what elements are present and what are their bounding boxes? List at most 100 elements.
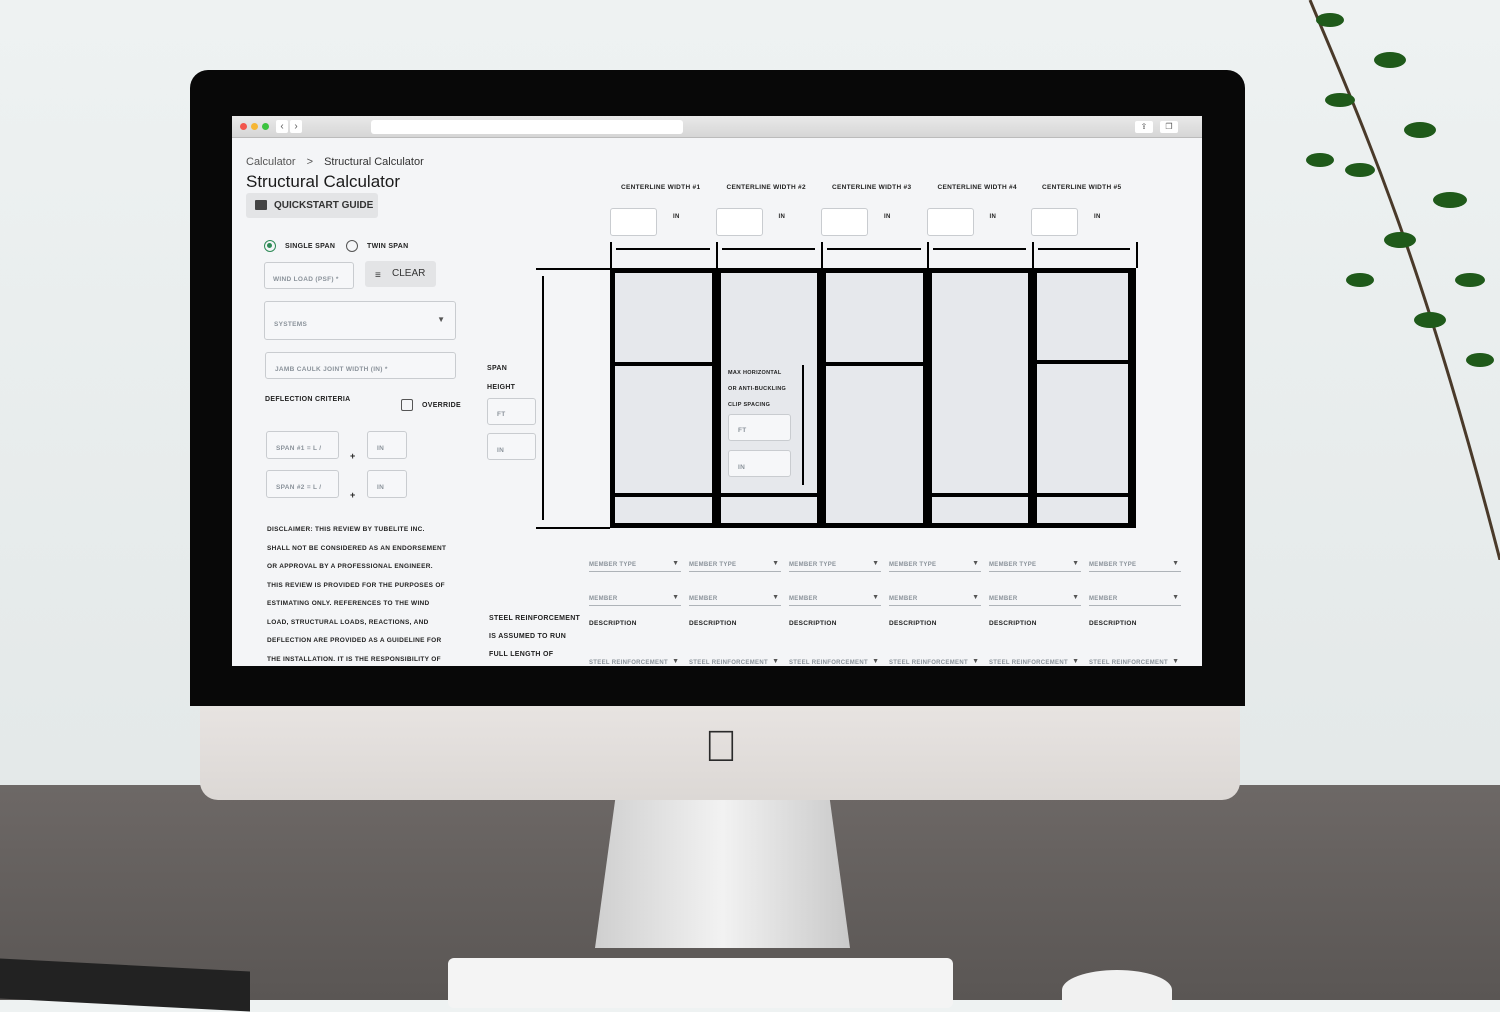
member-select[interactable]: MEMBER ▼: [889, 593, 981, 606]
maximize-icon[interactable]: [262, 123, 269, 130]
browser-window: ‹ › ⇪ ❐ Calculator > Structural Calculat…: [232, 116, 1202, 666]
height-dimension-line: [536, 268, 610, 270]
member-select[interactable]: MEMBER ▼: [989, 593, 1081, 606]
clip-spacing-arrow: [802, 365, 804, 485]
centerline-width-input[interactable]: [715, 208, 763, 236]
wind-load-input[interactable]: WIND LOAD (PSF) *: [264, 262, 354, 289]
dimension-tick: [716, 242, 718, 268]
span2-in-input[interactable]: IN: [367, 470, 407, 498]
member-placeholder: MEMBER: [989, 596, 1018, 602]
tabs-icon[interactable]: ❐: [1160, 121, 1178, 133]
single-span-radio[interactable]: [264, 240, 276, 252]
member-select[interactable]: MEMBER ▼: [589, 593, 681, 606]
centerline-width-input[interactable]: [610, 208, 657, 236]
width-dimension-arrow: [933, 248, 1026, 250]
steel-reinforcement-select[interactable]: STEEL REINFORCEMENT ▼: [1089, 657, 1181, 666]
clip-spacing-in-input[interactable]: IN: [728, 450, 791, 477]
clear-label: CLEAR: [392, 268, 426, 279]
glass-pane: [1037, 364, 1128, 493]
minimize-icon[interactable]: [251, 123, 258, 130]
breadcrumb-separator: >: [306, 156, 314, 168]
chevron-down-icon: ▼: [672, 560, 679, 567]
chevron-down-icon: ▼: [772, 594, 779, 601]
member-type-select[interactable]: MEMBER TYPE ▼: [589, 559, 681, 572]
member-type-select[interactable]: MEMBER TYPE ▼: [1089, 559, 1181, 572]
steel-note: IS ASSUMED TO RUN: [489, 633, 567, 640]
steel-reinforcement-select[interactable]: STEEL REINFORCEMENT ▼: [789, 657, 881, 666]
member-type-placeholder: MEMBER TYPE: [689, 562, 737, 568]
span2-input[interactable]: SPAN #2 = L /: [266, 470, 339, 498]
centerline-width-input[interactable]: [821, 208, 868, 236]
span-label: SPAN: [487, 365, 508, 372]
address-bar[interactable]: [371, 120, 683, 134]
in-placeholder: IN: [497, 447, 505, 454]
steel-reinforcement-select[interactable]: STEEL REINFORCEMENT ▼: [889, 657, 981, 666]
glass-pane: [721, 497, 817, 523]
jamb-caulk-input[interactable]: JAMB CAULK JOINT WIDTH (IN) *: [265, 352, 456, 379]
member-type-placeholder: MEMBER TYPE: [1089, 562, 1137, 568]
member-type-placeholder: MEMBER TYPE: [789, 562, 837, 568]
centerline-width-input[interactable]: [1031, 208, 1078, 236]
quickstart-label: QUICKSTART GUIDE: [274, 200, 374, 211]
steel-reinforcement-placeholder: STEEL REINFORCEMENT: [1089, 660, 1168, 666]
steel-reinforcement-select[interactable]: STEEL REINFORCEMENT ▼: [589, 657, 681, 666]
systems-select[interactable]: SYSTEMS ▼: [264, 301, 456, 340]
span1-in-input[interactable]: IN: [367, 431, 407, 459]
close-icon[interactable]: [240, 123, 247, 130]
dimension-tick: [610, 242, 612, 268]
member-select[interactable]: MEMBER ▼: [1089, 593, 1181, 606]
clip-spacing-ft-input[interactable]: FT: [728, 414, 791, 441]
span1-input[interactable]: SPAN #1 = L /: [266, 431, 339, 459]
disclaimer-line: DISCLAIMER: THIS REVIEW BY TUBELITE INC.: [267, 526, 425, 533]
member-placeholder: MEMBER: [789, 596, 818, 602]
steel-reinforcement-select[interactable]: STEEL REINFORCEMENT ▼: [989, 657, 1081, 666]
back-button[interactable]: ‹: [276, 120, 288, 133]
pdf-icon: [255, 200, 267, 210]
monitor-chin: [200, 700, 1240, 800]
mouse: [1062, 970, 1172, 1010]
member-placeholder: MEMBER: [1089, 596, 1118, 602]
quickstart-guide-button[interactable]: QUICKSTART GUIDE: [246, 193, 378, 218]
chevron-down-icon: ▼: [772, 560, 779, 567]
chevron-down-icon: ▼: [972, 560, 979, 567]
span-height-ft-input[interactable]: FT: [487, 398, 536, 425]
override-checkbox[interactable]: [401, 399, 413, 411]
centerline-width-label: CENTERLINE WIDTH #2: [726, 184, 806, 191]
member-type-select[interactable]: MEMBER TYPE ▼: [689, 559, 781, 572]
member-select[interactable]: MEMBER ▼: [689, 593, 781, 606]
centerline-width-input[interactable]: [926, 208, 974, 236]
glass-pane: [826, 366, 923, 523]
height-label: HEIGHT: [487, 384, 516, 391]
disclaimer-line: THIS REVIEW IS PROVIDED FOR THE PURPOSES…: [267, 581, 445, 589]
steel-reinforcement-select[interactable]: STEEL REINFORCEMENT ▼: [689, 657, 781, 666]
member-placeholder: MEMBER: [689, 596, 718, 602]
member-type-select[interactable]: MEMBER TYPE ▼: [989, 559, 1081, 572]
disclaimer-line: THE INSTALLATION. IT IS THE RESPONSIBILI…: [267, 655, 441, 663]
monitor-stand: [595, 798, 850, 948]
plant-leaves: [1306, 0, 1500, 561]
member-type-placeholder: MEMBER TYPE: [989, 562, 1037, 568]
span-height-in-input[interactable]: IN: [487, 433, 536, 460]
width-dimension-arrow: [616, 248, 710, 250]
member-select[interactable]: MEMBER ▼: [789, 593, 881, 606]
breadcrumb-current: Structural Calculator: [324, 156, 424, 168]
member-type-select[interactable]: MEMBER TYPE ▼: [789, 559, 881, 572]
clear-button[interactable]: ≡ CLEAR: [365, 261, 436, 287]
share-icon[interactable]: ⇪: [1135, 121, 1153, 133]
ft-placeholder: FT: [497, 411, 506, 418]
height-dimension-arrow: [542, 276, 544, 520]
disclaimer-line: OR APPROVAL BY A PROFESSIONAL ENGINEER.: [267, 563, 433, 570]
member-type-placeholder: MEMBER TYPE: [889, 562, 937, 568]
plus-sign: +: [350, 451, 356, 461]
twin-span-radio[interactable]: [346, 240, 358, 252]
steel-reinforcement-placeholder: STEEL REINFORCEMENT: [589, 660, 668, 666]
in-unit-label: IN: [778, 214, 786, 220]
centerline-width-label: CENTERLINE WIDTH #5: [1042, 184, 1122, 191]
clip-spacing-label: OR ANTI-BUCKLING: [728, 386, 787, 392]
forward-button[interactable]: ›: [290, 120, 302, 133]
wind-load-placeholder: WIND LOAD (PSF) *: [273, 276, 339, 283]
member-type-select[interactable]: MEMBER TYPE ▼: [889, 559, 981, 572]
in-placeholder: IN: [738, 464, 746, 471]
breadcrumb-calculator[interactable]: Calculator: [246, 156, 296, 168]
steel-reinforcement-placeholder: STEEL REINFORCEMENT: [889, 660, 968, 666]
